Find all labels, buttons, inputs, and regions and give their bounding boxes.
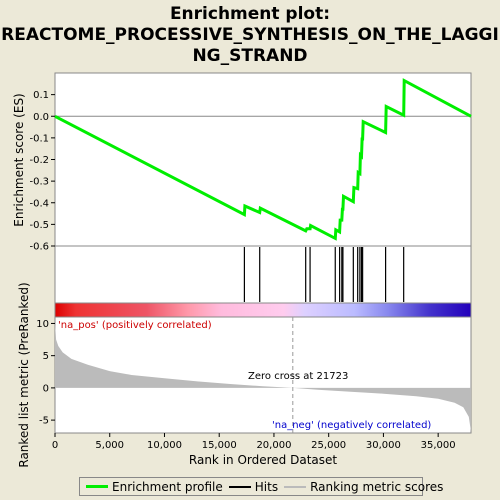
x-tick-label: 10,000: [147, 440, 182, 451]
x-tick-label: 25,000: [311, 440, 346, 451]
chart-title: Enrichment plot: REACTOME_PROCESSIVE_SYN…: [0, 4, 500, 67]
title-line-1: Enrichment plot:: [169, 4, 331, 24]
x-tick-label: 30,000: [366, 440, 401, 451]
title-line-2: REACTOME_PROCESSIVE_SYNTHESIS_ON_THE_LAG…: [1, 25, 499, 45]
es-tick-label: -0.2: [29, 155, 49, 166]
es-panel: [54, 72, 472, 247]
x-axis: 0 5,000 10,000 15,000 20,000 25,000 30,000 35,0…: [52, 433, 456, 451]
zero-cross-label: Zero cross at 21723: [248, 371, 348, 382]
legend-ranking-swatch: [284, 485, 307, 488]
es-tick-label: -0.4: [29, 198, 49, 209]
pos-label: 'na_pos' (positively correlated): [58, 320, 212, 331]
legend-item-hits: Hits: [228, 479, 279, 494]
metric-axis-label: Ranked list metric (PreRanked): [17, 282, 31, 467]
legend-item-ranking: Ranking metric scores: [284, 480, 443, 494]
metric-tick-label: -5: [39, 416, 49, 427]
legend-hits-label: Hits: [254, 479, 279, 494]
legend-ranking-label: Ranking metric scores: [310, 479, 444, 494]
es-tick-label: 0.0: [33, 112, 49, 123]
heatmap-bar: [54, 302, 472, 318]
x-tick-label: 15,000: [202, 440, 237, 451]
metric-axis: 10 5 0 -5: [36, 319, 55, 427]
x-tick-label: 0: [52, 440, 58, 451]
es-axis: 0.1 0.0 -0.1 -0.2 -0.3 -0.4 -0.5 -0.6: [29, 90, 55, 253]
legend-enrichment-label: Enrichment profile: [112, 479, 223, 494]
x-axis-label: Rank in Ordered Dataset: [189, 453, 337, 467]
es-tick-label: -0.3: [29, 177, 49, 188]
hit-markers: [243, 247, 405, 302]
x-tick-label: 5,000: [95, 440, 124, 451]
metric-tick-label: 10: [36, 319, 49, 330]
ranking-metric-area: [55, 322, 471, 432]
legend-hits-swatch: [228, 485, 251, 488]
x-tick-label: 35,000: [421, 440, 456, 451]
title-line-3: NG_STRAND: [192, 46, 308, 66]
es-axis-label: Enrichment score (ES): [12, 93, 26, 226]
es-tick-label: 0.1: [33, 90, 49, 101]
es-tick-label: -0.6: [29, 242, 49, 253]
enrichment-profile-line: [54, 78, 472, 241]
x-tick-label: 20,000: [256, 440, 291, 451]
legend: Enrichment profile Hits Ranking metric s…: [79, 477, 443, 496]
legend-enrichment-swatch: [86, 485, 108, 488]
es-tick-label: -0.1: [29, 133, 49, 144]
neg-label: 'na_neg' (negatively correlated): [272, 420, 431, 431]
es-tick-label: -0.5: [29, 220, 49, 231]
metric-tick-label: 5: [43, 351, 49, 362]
metric-tick-label: 0: [43, 383, 49, 394]
hits-panel: [54, 245, 472, 304]
legend-item-enrichment: Enrichment profile: [86, 480, 223, 494]
